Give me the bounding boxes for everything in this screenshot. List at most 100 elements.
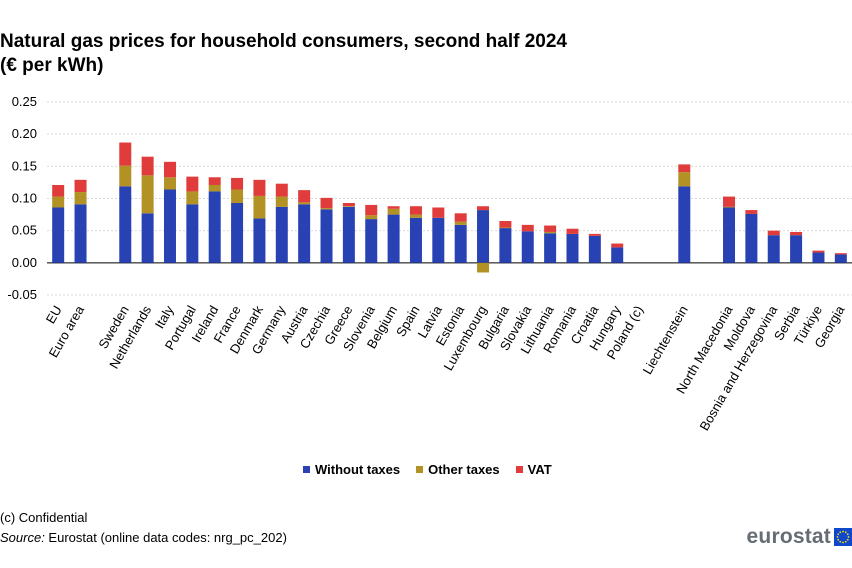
- bar-segment-without-taxes: [74, 204, 87, 263]
- flag-star: [837, 538, 840, 541]
- bar-segment-vat: [52, 184, 65, 197]
- bar-segment-vat: [745, 210, 758, 214]
- eurostat-logo: eurostat: [747, 525, 852, 549]
- bar-segment-vat: [790, 231, 803, 236]
- bar-segment-without-taxes: [409, 217, 422, 263]
- bar-segment-without-taxes: [141, 213, 154, 263]
- bar-segment-other-taxes: [163, 177, 176, 190]
- bar-segment-vat: [231, 177, 244, 190]
- bar-segment-vat: [163, 161, 176, 178]
- bar-segment-without-taxes: [521, 231, 534, 263]
- bar-segment-vat: [812, 250, 825, 253]
- chart-legend: Without taxes Other taxes VAT: [303, 462, 552, 477]
- bar-segment-without-taxes: [678, 186, 691, 263]
- bar-segment-other-taxes: [52, 196, 65, 208]
- bar-segment-vat: [365, 204, 378, 216]
- source-text: Eurostat (online data codes: nrg_pc_202): [44, 530, 287, 545]
- bar-segment-without-taxes: [723, 207, 736, 263]
- bar-segment-without-taxes: [454, 224, 467, 263]
- bar-segment-without-taxes: [812, 252, 825, 263]
- bar-segment-without-taxes: [275, 206, 288, 263]
- legend-swatch-vat: [515, 466, 523, 473]
- bar-segment-without-taxes: [119, 186, 132, 263]
- legend-label-other-taxes: Other taxes: [428, 462, 500, 477]
- bar-segment-without-taxes: [342, 206, 355, 263]
- bar-segment-without-taxes: [745, 213, 758, 263]
- bar-segment-without-taxes: [298, 204, 311, 263]
- bar-segment-vat: [566, 228, 579, 234]
- bar-segment-vat: [767, 230, 780, 236]
- legend-item-other-taxes: Other taxes: [416, 462, 500, 477]
- y-tick-label: 0.20: [12, 126, 37, 141]
- legend-swatch-other-taxes: [416, 466, 424, 473]
- source-note: Source: Eurostat (online data codes: nrg…: [0, 530, 287, 545]
- bar-segment-without-taxes: [790, 235, 803, 263]
- source-label: Source:: [0, 530, 45, 545]
- bar-segment-other-taxes: [119, 165, 132, 187]
- bar-segment-without-taxes: [432, 217, 445, 263]
- bar-segment-vat: [521, 224, 534, 232]
- bar-segment-without-taxes: [253, 218, 266, 263]
- footnote: (c) Confidential: [0, 510, 88, 525]
- bar-segment-other-taxes: [499, 227, 512, 229]
- bar-segment-vat: [141, 156, 154, 176]
- legend-item-vat: VAT: [515, 462, 552, 477]
- y-axis-tick-labels: -0.05 0.00 0.05 0.10 0.15 0.20 0.25: [7, 94, 37, 302]
- flag-star: [842, 541, 844, 544]
- bar-segment-without-taxes: [499, 228, 512, 263]
- x-category-label: EU: [43, 303, 65, 326]
- bar-segment-vat: [119, 142, 132, 166]
- bar-segment-without-taxes: [52, 207, 65, 263]
- bar-segment-other-taxes: [544, 231, 557, 234]
- bar-segment-other-taxes: [298, 202, 311, 205]
- bar-segment-vat: [320, 197, 333, 209]
- bar-segment-vat: [74, 179, 87, 193]
- bar-segment-without-taxes: [588, 235, 601, 263]
- flag-star: [844, 531, 847, 534]
- flag-star: [844, 540, 847, 543]
- legend-item-without-taxes: Without taxes: [303, 462, 400, 477]
- y-tick-label: 0.05: [12, 223, 37, 238]
- grid-lines: [47, 101, 852, 296]
- bar-segment-without-taxes: [544, 233, 557, 263]
- bar-segment-other-taxes: [409, 214, 422, 218]
- y-tick-label: 0.15: [12, 158, 37, 173]
- bar-segment-vat: [544, 225, 557, 232]
- bar-segment-vat: [208, 177, 221, 185]
- bar-segment-other-taxes: [208, 184, 221, 192]
- bar-segment-without-taxes: [208, 191, 221, 263]
- flag-star: [839, 540, 842, 543]
- bar-segment-other-taxes: [723, 206, 736, 208]
- bar-segment-other-taxes: [477, 262, 490, 273]
- bar-segment-other-taxes: [253, 195, 266, 219]
- bar-segment-without-taxes: [365, 219, 378, 263]
- bar-segment-other-taxes: [454, 221, 467, 225]
- bar-segment-without-taxes: [163, 189, 176, 263]
- y-tick-label: 0.25: [12, 94, 37, 109]
- bar-segment-other-taxes: [678, 172, 691, 187]
- bar-segment-without-taxes: [767, 235, 780, 263]
- eu-flag-icon: [834, 528, 852, 546]
- bar-segment-vat: [432, 207, 445, 218]
- bar-segment-without-taxes: [186, 204, 199, 263]
- x-category-label: Liechtenstein: [640, 303, 691, 377]
- flag-star: [846, 533, 849, 536]
- legend-label-vat: VAT: [527, 462, 552, 477]
- bar-segment-vat: [723, 196, 736, 207]
- bar-segment-vat: [253, 179, 266, 196]
- flag-star: [836, 536, 839, 538]
- y-tick-label: 0.00: [12, 255, 37, 270]
- bar-segment-other-taxes: [186, 191, 199, 205]
- bar-segment-vat: [275, 183, 288, 197]
- bar-segment-other-taxes: [387, 208, 400, 215]
- bar-segment-vat: [588, 233, 601, 236]
- bar-segment-without-taxes: [611, 247, 624, 263]
- bars: [52, 142, 847, 273]
- y-tick-label: 0.10: [12, 191, 37, 206]
- legend-label-without-taxes: Without taxes: [315, 462, 401, 477]
- flag-star: [839, 531, 842, 534]
- bar-segment-vat: [387, 206, 400, 209]
- legend-swatch-without-taxes: [303, 466, 310, 473]
- bar-segment-vat: [499, 221, 512, 228]
